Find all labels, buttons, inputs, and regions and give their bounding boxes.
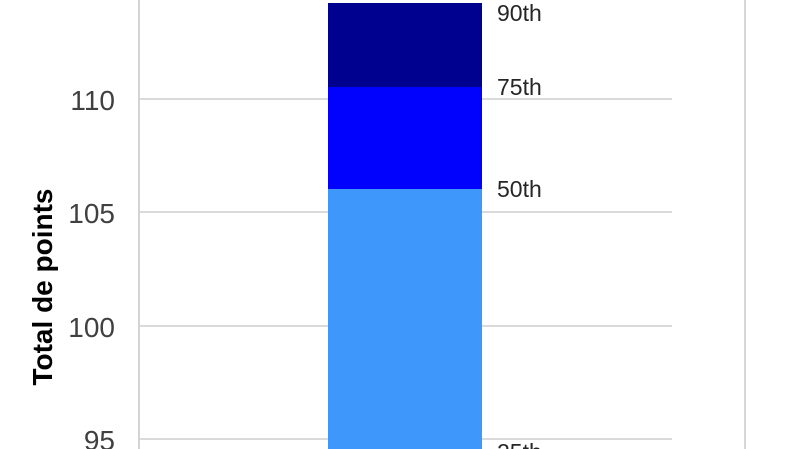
percentile-label-90th: 90th [497,0,542,26]
plot-right-border [744,0,746,449]
bar-segment-p75-p90 [328,3,482,88]
percentile-label-75th: 75th [497,73,542,100]
y-tick-label: 100 [68,311,115,343]
y-axis-line [138,0,140,449]
percentile-label-25th: 25th [497,441,542,449]
bar-segment-p50-p75 [328,87,482,190]
y-tick-label: 95 [83,425,115,449]
y-axis-title: Total de points [27,188,58,386]
y-tick-label: 110 [70,84,115,116]
bar-segment-p25-p50 [328,189,482,449]
y-tick-label: 105 [68,198,115,229]
percentile-label-50th: 50th [497,175,542,202]
